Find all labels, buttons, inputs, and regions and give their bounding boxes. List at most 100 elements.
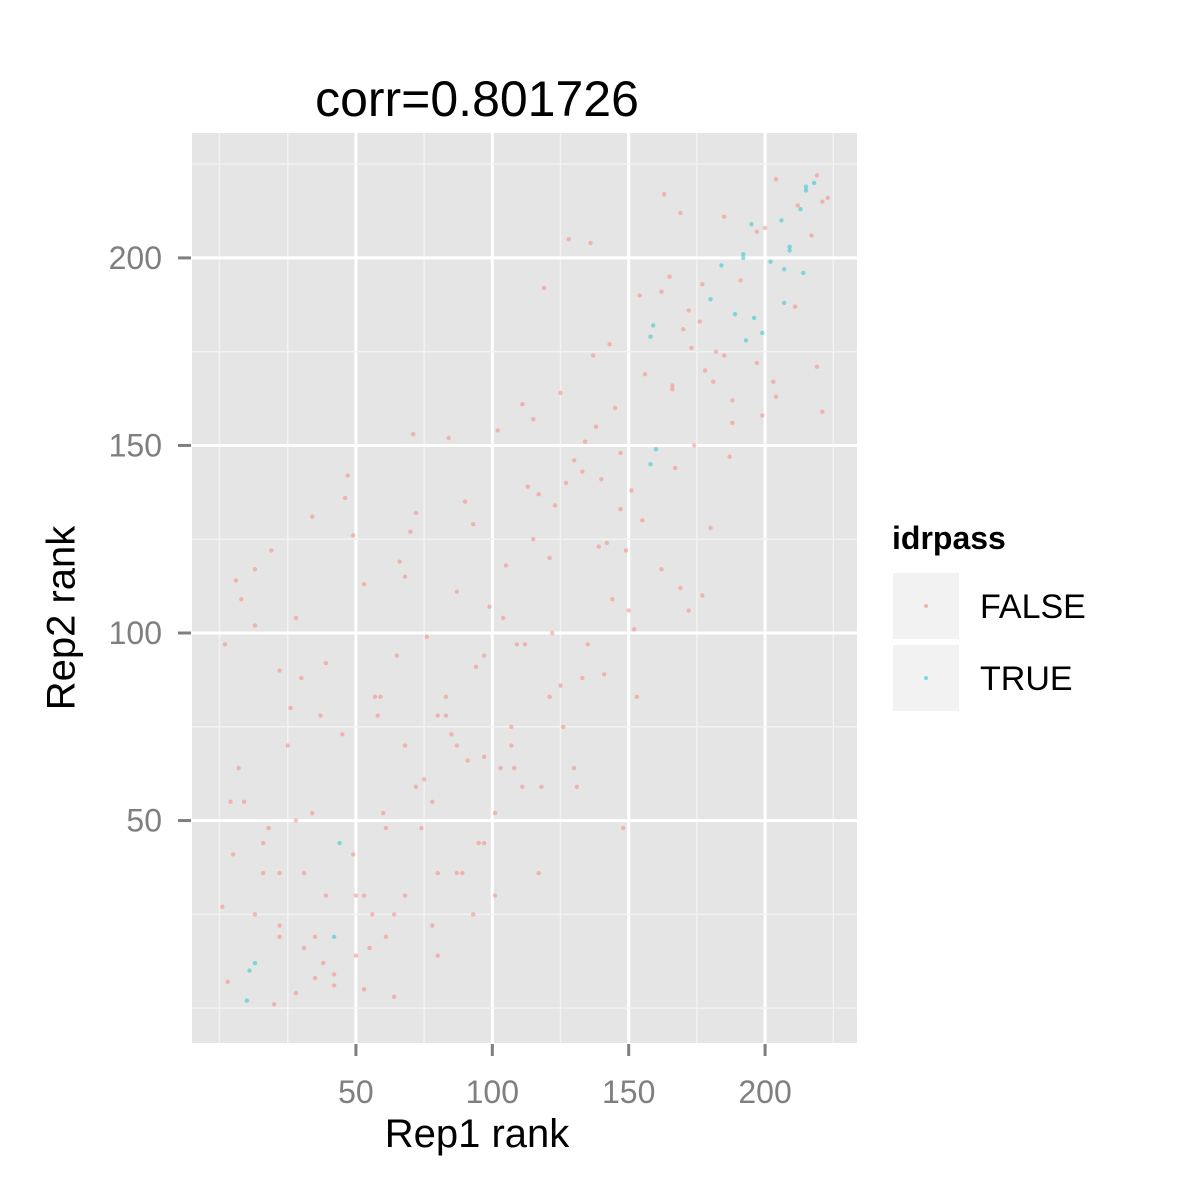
point-false xyxy=(509,743,514,748)
point-false xyxy=(353,893,359,898)
point-false xyxy=(760,413,765,418)
point-false xyxy=(318,713,323,718)
x-tick-label: 100 xyxy=(466,1074,519,1110)
point-false xyxy=(252,912,258,917)
point-true xyxy=(244,998,250,1003)
point-true xyxy=(252,960,258,966)
point-false xyxy=(411,432,416,437)
point-false xyxy=(361,987,367,992)
point-false xyxy=(588,240,593,246)
point-false xyxy=(487,604,492,609)
point-false xyxy=(402,893,408,898)
point-true xyxy=(732,311,738,317)
point-false xyxy=(640,518,645,523)
point-false xyxy=(465,758,470,763)
point-false xyxy=(626,608,631,613)
point-false xyxy=(566,236,571,242)
point-false xyxy=(481,840,487,846)
point-false xyxy=(285,743,290,748)
point-false xyxy=(288,705,293,711)
point-false xyxy=(220,904,225,910)
y-tick-label: 200 xyxy=(109,240,162,276)
point-false xyxy=(367,945,372,951)
point-false xyxy=(661,191,667,197)
point-false xyxy=(222,642,228,647)
point-false xyxy=(700,281,705,287)
point-false xyxy=(582,439,588,444)
point-true xyxy=(798,206,803,212)
chart-title: corr=0.801726 xyxy=(315,71,639,127)
point-false xyxy=(637,293,642,298)
point-true xyxy=(743,338,749,343)
point-false xyxy=(424,634,430,639)
point-true xyxy=(337,840,342,846)
point-false xyxy=(525,484,530,489)
point-false xyxy=(241,799,247,805)
point-false xyxy=(351,852,356,857)
point-false xyxy=(670,386,675,392)
point-false xyxy=(514,642,520,647)
point-false xyxy=(260,840,266,846)
point-true xyxy=(331,934,337,940)
point-false xyxy=(550,630,555,636)
point-false xyxy=(702,368,708,373)
grid-lines xyxy=(192,133,857,1043)
point-false xyxy=(711,379,716,384)
point-false xyxy=(402,743,408,748)
point-false xyxy=(277,923,282,928)
point-true xyxy=(760,330,765,336)
point-false xyxy=(299,675,304,681)
point-false xyxy=(277,934,282,940)
point-false xyxy=(522,642,528,647)
point-false xyxy=(520,401,525,407)
x-tick-label: 200 xyxy=(738,1074,791,1110)
point-false xyxy=(599,477,604,482)
axis-ticks xyxy=(178,256,767,1056)
point-true xyxy=(719,263,724,268)
point-false xyxy=(225,979,230,985)
point-false xyxy=(558,390,563,396)
point-false xyxy=(430,799,435,805)
point-false xyxy=(383,825,389,831)
point-false xyxy=(825,195,831,201)
point-false xyxy=(391,994,397,1000)
point-false xyxy=(293,990,299,996)
point-false xyxy=(446,435,451,441)
point-false xyxy=(473,664,479,669)
point-false xyxy=(481,754,487,759)
point-false xyxy=(228,799,233,805)
point-false xyxy=(503,563,509,568)
point-false xyxy=(621,825,626,831)
point-false xyxy=(271,1002,277,1007)
point-false xyxy=(430,923,435,928)
point-true xyxy=(653,447,659,452)
point-false xyxy=(331,983,337,988)
point-true xyxy=(779,218,784,223)
point-false xyxy=(361,893,367,898)
point-true xyxy=(811,180,817,186)
point-false xyxy=(604,540,610,546)
point-false xyxy=(618,450,623,456)
point-false xyxy=(383,934,389,940)
point-false xyxy=(730,420,735,426)
point-false xyxy=(301,945,307,951)
point-false xyxy=(233,578,239,583)
point-true xyxy=(801,270,806,276)
point-false xyxy=(375,713,380,718)
point-false xyxy=(697,319,702,324)
point-false xyxy=(642,371,648,377)
point-false xyxy=(738,278,743,283)
point-false xyxy=(580,469,585,474)
point-false xyxy=(252,567,258,572)
point-false xyxy=(623,548,629,553)
legend-title: idrpass xyxy=(892,520,1006,556)
point-false xyxy=(689,345,694,351)
point-false xyxy=(236,765,241,771)
point-false xyxy=(397,559,402,564)
point-false xyxy=(378,694,383,699)
point-false xyxy=(547,555,552,561)
legend-label-false: FALSE xyxy=(980,588,1086,626)
point-false xyxy=(471,522,476,527)
point-false xyxy=(580,675,585,681)
point-true xyxy=(781,266,787,272)
